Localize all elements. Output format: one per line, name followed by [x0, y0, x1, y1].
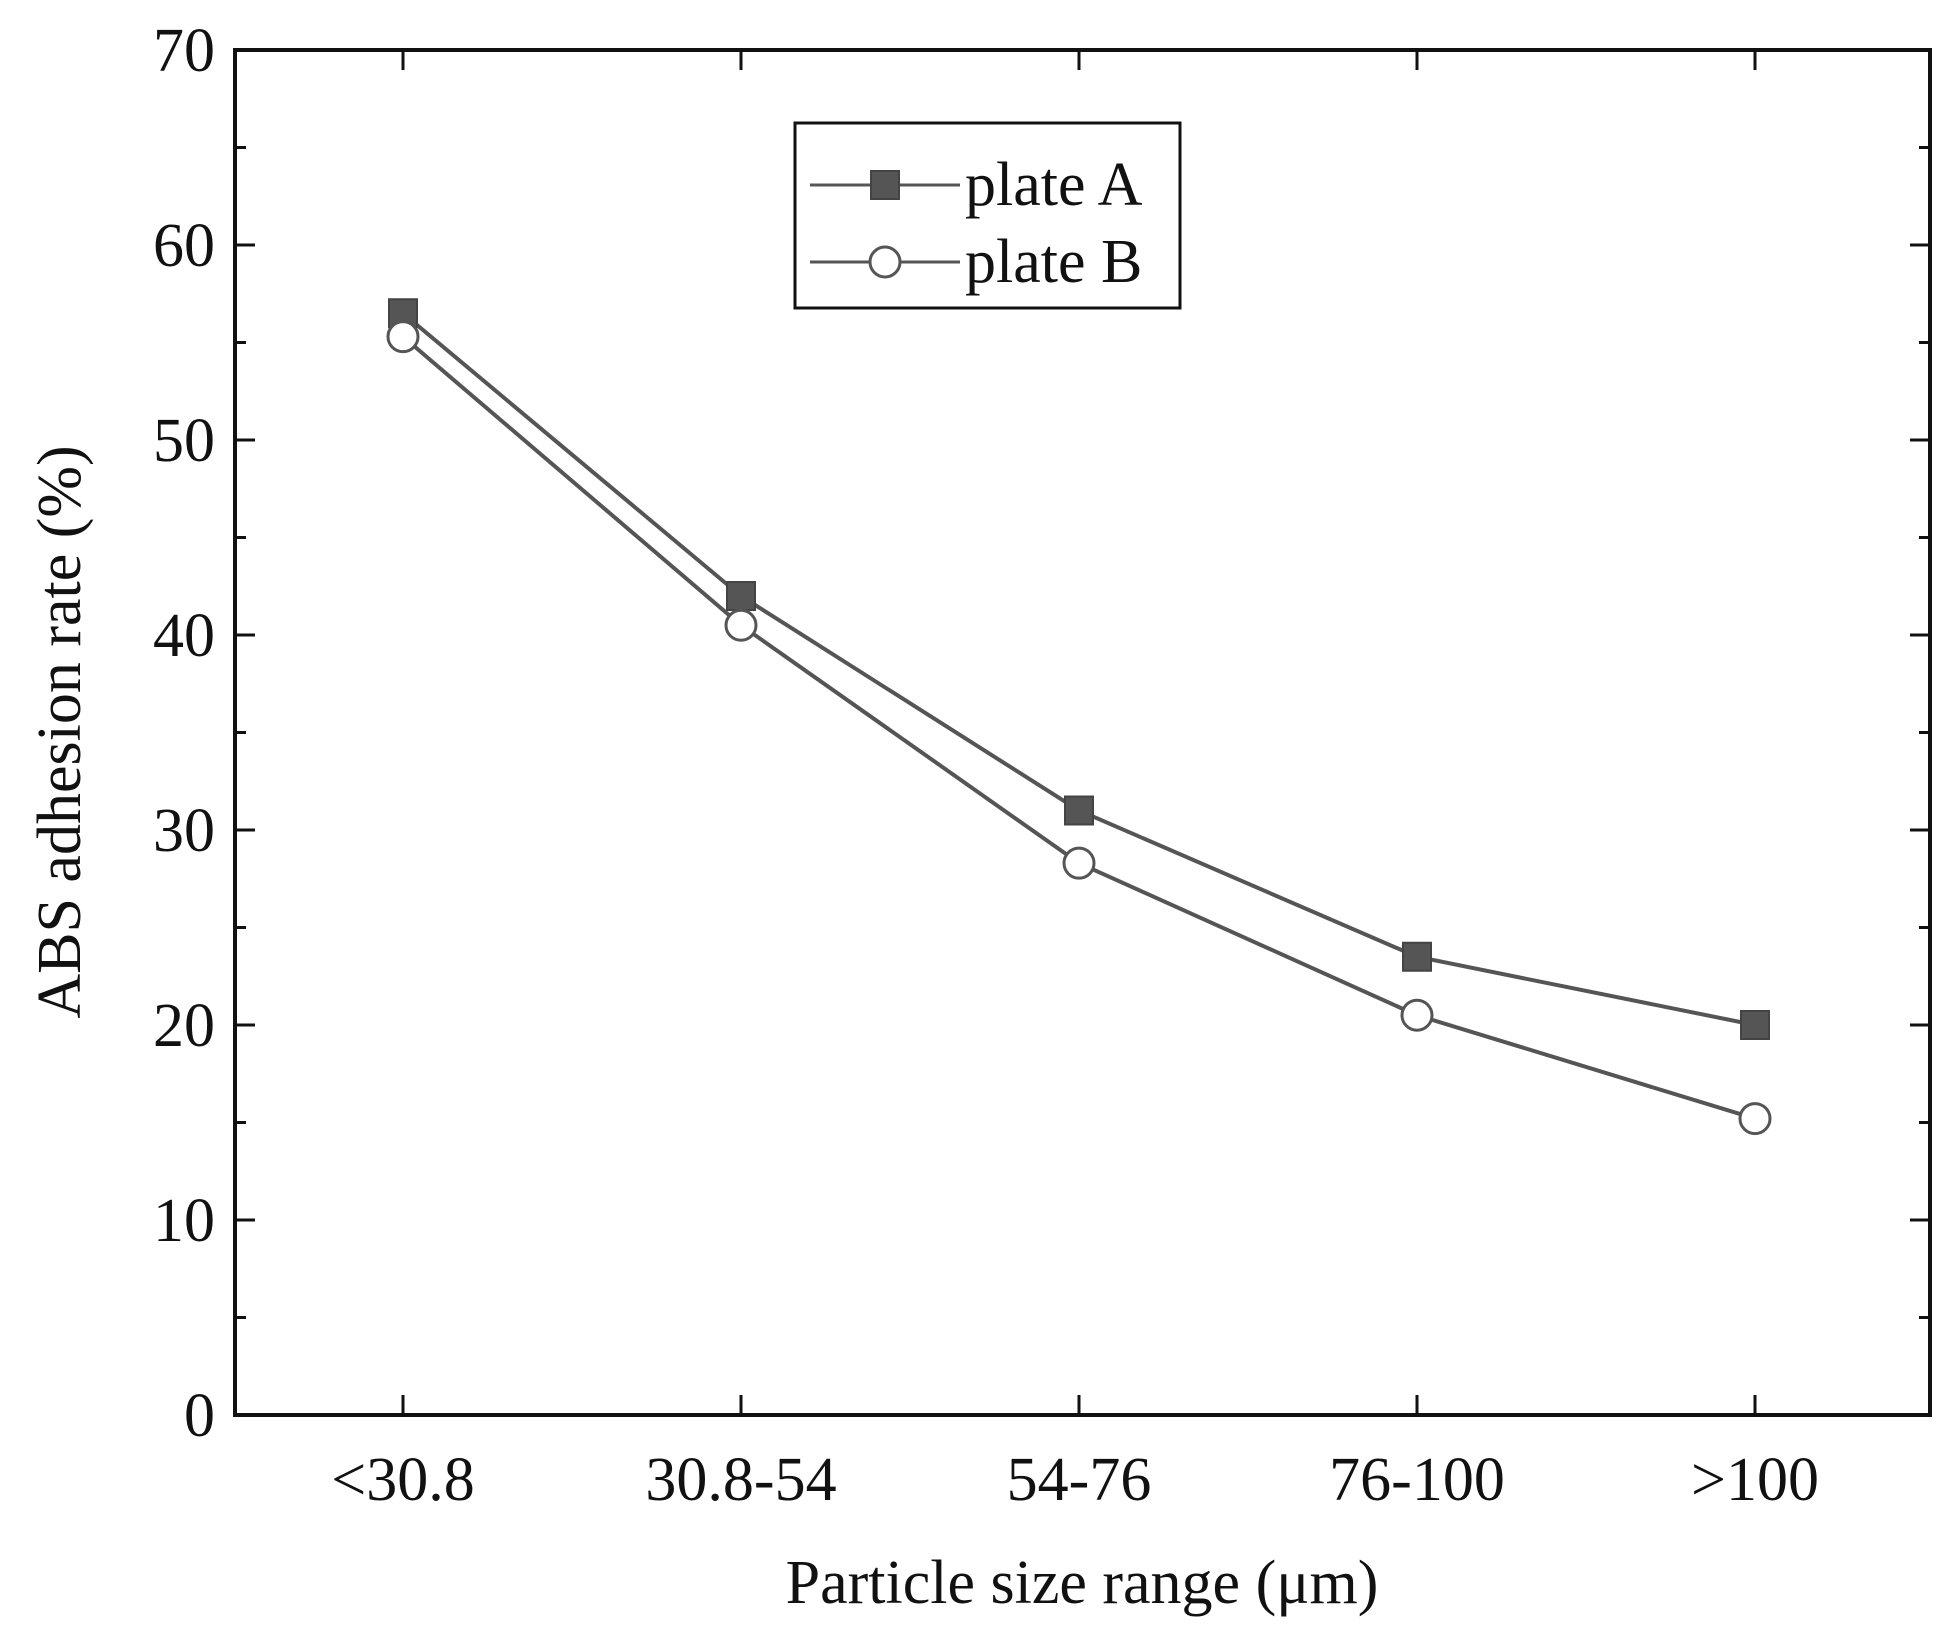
- data-point-plate-a: [1740, 1010, 1770, 1040]
- y-tick-label: 40: [153, 602, 215, 670]
- y-tick-label: 70: [153, 17, 215, 85]
- y-axis-title: ABS adhesion rate (%): [26, 445, 94, 1018]
- x-axis-title: Particle size range (μm): [786, 1549, 1379, 1617]
- x-tick-label: >100: [1691, 1446, 1819, 1514]
- x-tick-label: 76-100: [1329, 1446, 1505, 1514]
- legend-marker-plate-a: [870, 170, 900, 200]
- series-line-plate-b: [401, 335, 1756, 1121]
- x-tick-label: 30.8-54: [645, 1446, 836, 1514]
- data-point-plate-b: [724, 608, 758, 642]
- legend: plate A plate B: [793, 121, 1182, 310]
- data-point-plate-a: [726, 581, 756, 611]
- y-tick-label: 0: [184, 1382, 215, 1450]
- data-point-plate-b: [386, 320, 420, 354]
- x-tick-label: 54-76: [1007, 1446, 1152, 1514]
- y-tick-label: 20: [153, 992, 215, 1060]
- x-tick-label: <30.8: [331, 1446, 474, 1514]
- legend-label-plate-b: plate B: [965, 228, 1142, 296]
- data-point-plate-b: [1400, 998, 1434, 1032]
- series-line-plate-a: [401, 311, 1756, 1027]
- x-axis: <30.8 30.8-54 54-76 76-100 >100: [331, 50, 1819, 1514]
- y-axis: 0 10 20 30 40 50 60 70: [153, 17, 1930, 1450]
- y-tick-label: 10: [153, 1187, 215, 1255]
- data-point-plate-b: [1062, 846, 1096, 880]
- y-tick-label: 50: [153, 407, 215, 475]
- data-point-plate-b: [1738, 1102, 1772, 1136]
- legend-box: [793, 121, 1182, 310]
- data-point-plate-a: [1402, 941, 1432, 972]
- legend-label-plate-a: plate A: [965, 151, 1143, 219]
- legend-marker-plate-b: [868, 245, 902, 279]
- y-tick-label: 60: [153, 212, 215, 280]
- data-point-plate-a: [1064, 795, 1094, 826]
- series-layer: [386, 298, 1772, 1136]
- y-tick-label: 30: [153, 797, 215, 865]
